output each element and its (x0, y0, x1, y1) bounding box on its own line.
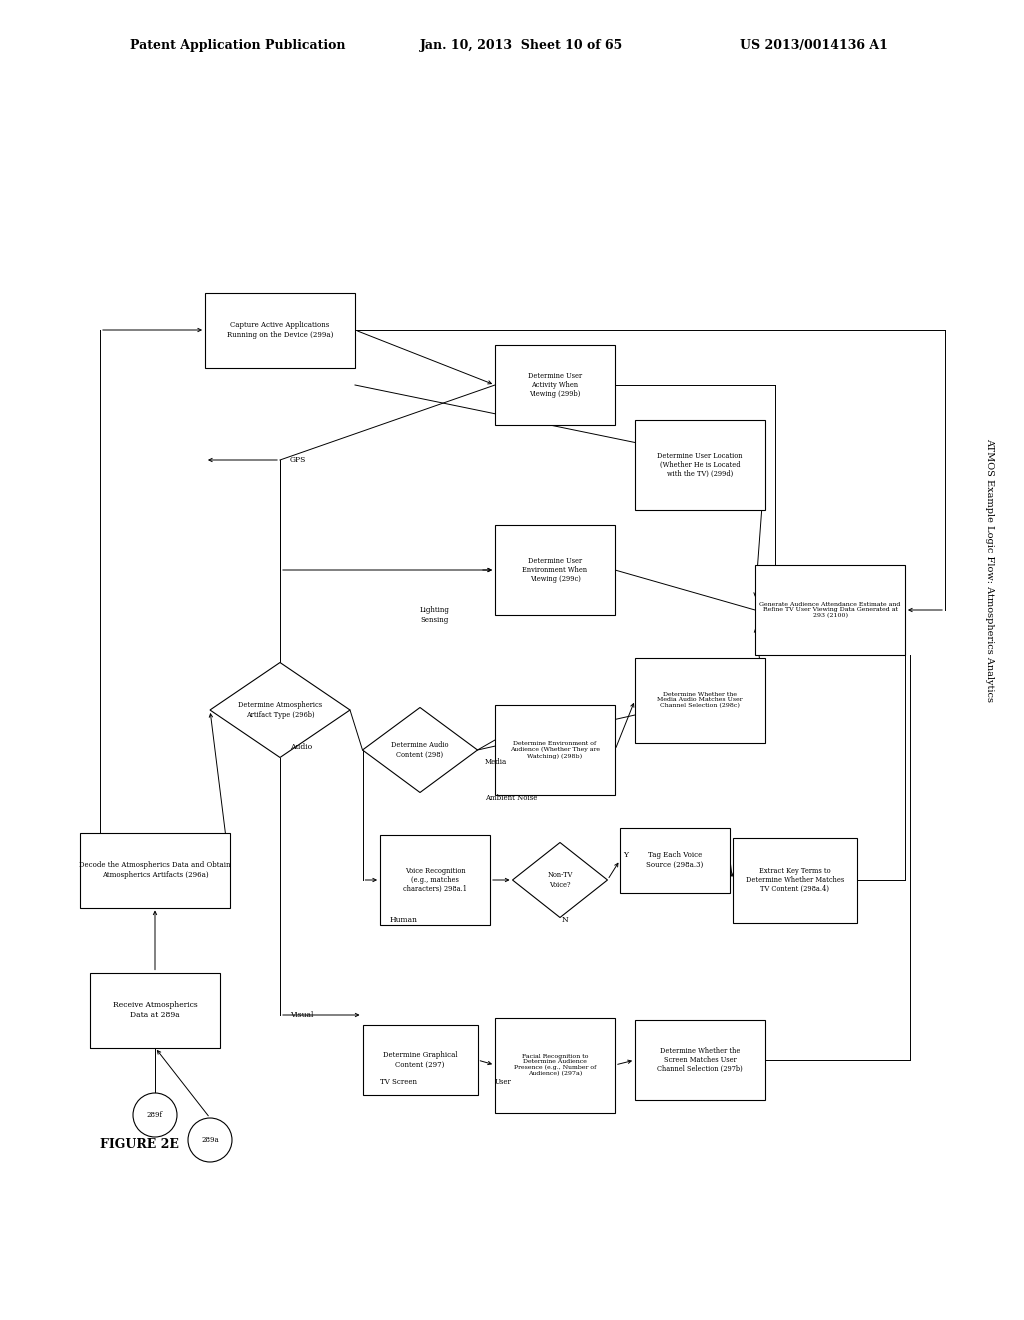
Text: Receive Atmospherics
Data at 289a: Receive Atmospherics Data at 289a (113, 1002, 198, 1019)
FancyBboxPatch shape (80, 833, 230, 908)
FancyBboxPatch shape (495, 525, 615, 615)
FancyBboxPatch shape (495, 345, 615, 425)
Text: GPS: GPS (290, 455, 306, 465)
Text: TV Screen: TV Screen (380, 1078, 417, 1086)
Text: Determine User
Activity When
Viewing (299b): Determine User Activity When Viewing (29… (528, 372, 582, 399)
Text: Tag Each Voice
Source (298a.3): Tag Each Voice Source (298a.3) (646, 851, 703, 869)
Text: Capture Active Applications
Running on the Device (299a): Capture Active Applications Running on t… (226, 321, 333, 339)
Text: Determine User
Environment When
Viewing (299c): Determine User Environment When Viewing … (522, 557, 588, 583)
Polygon shape (512, 842, 607, 917)
FancyBboxPatch shape (635, 420, 765, 510)
Text: Non-TV
Voice?: Non-TV Voice? (547, 871, 572, 888)
FancyBboxPatch shape (362, 1026, 477, 1096)
Text: Determine Whether the
Screen Matches User
Channel Selection (297b): Determine Whether the Screen Matches Use… (657, 1047, 742, 1073)
FancyBboxPatch shape (90, 973, 220, 1048)
Text: Media: Media (485, 758, 507, 766)
Text: US 2013/0014136 A1: US 2013/0014136 A1 (740, 38, 888, 51)
Text: Determine Atmospherics
Artifact Type (296b): Determine Atmospherics Artifact Type (29… (238, 701, 323, 718)
Text: FIGURE 2E: FIGURE 2E (100, 1138, 179, 1151)
Text: Facial Recognition to
Determine Audience
Presence (e.g., Number of
Audience) (29: Facial Recognition to Determine Audience… (514, 1053, 596, 1076)
FancyBboxPatch shape (495, 705, 615, 795)
Text: Generate Audience Attendance Estimate and
Refine TV User Viewing Data Generated : Generate Audience Attendance Estimate an… (760, 602, 901, 618)
FancyBboxPatch shape (755, 565, 905, 655)
Text: Determine Graphical
Content (297): Determine Graphical Content (297) (383, 1052, 458, 1069)
Text: Human: Human (390, 916, 418, 924)
FancyBboxPatch shape (635, 657, 765, 742)
FancyBboxPatch shape (205, 293, 355, 367)
Text: Jan. 10, 2013  Sheet 10 of 65: Jan. 10, 2013 Sheet 10 of 65 (420, 38, 624, 51)
Text: Ambient Noise: Ambient Noise (485, 795, 538, 803)
Text: Y: Y (623, 851, 628, 859)
Polygon shape (210, 663, 350, 758)
Text: Determine Whether the
Media Audio Matches User
Channel Selection (298c): Determine Whether the Media Audio Matche… (657, 692, 742, 709)
Text: N: N (562, 916, 568, 924)
Text: Determine Audio
Content (298): Determine Audio Content (298) (391, 742, 449, 759)
Text: 289a: 289a (201, 1137, 219, 1144)
Text: Determine User Location
(Whether He is Located
with the TV) (299d): Determine User Location (Whether He is L… (657, 451, 742, 478)
Text: Lighting
Sensing: Lighting Sensing (420, 606, 450, 623)
FancyBboxPatch shape (620, 828, 730, 892)
Polygon shape (362, 708, 477, 792)
Circle shape (133, 1093, 177, 1137)
Text: Determine Environment of
Audience (Whether They are
Watching) (298b): Determine Environment of Audience (Wheth… (510, 742, 600, 759)
Circle shape (188, 1118, 232, 1162)
Text: ATMOS Example Logic Flow: Atmospherics Analytics: ATMOS Example Logic Flow: Atmospherics A… (985, 438, 994, 702)
Text: Patent Application Publication: Patent Application Publication (130, 38, 345, 51)
FancyBboxPatch shape (732, 837, 857, 923)
Text: Visual: Visual (290, 1011, 313, 1019)
FancyBboxPatch shape (380, 836, 490, 925)
Text: Audio: Audio (290, 743, 312, 751)
Text: 289f: 289f (146, 1111, 163, 1119)
Text: Decode the Atmospherics Data and Obtain
Atmospherics Artifacts (296a): Decode the Atmospherics Data and Obtain … (79, 862, 230, 879)
Text: User: User (495, 1078, 512, 1086)
FancyBboxPatch shape (495, 1018, 615, 1113)
Text: Extract Key Terms to
Determine Whether Matches
TV Content (298a.4): Extract Key Terms to Determine Whether M… (745, 867, 844, 894)
Text: Voice Recognition
(e.g., matches
characters) 298a.1: Voice Recognition (e.g., matches charact… (403, 867, 467, 894)
FancyBboxPatch shape (635, 1020, 765, 1100)
